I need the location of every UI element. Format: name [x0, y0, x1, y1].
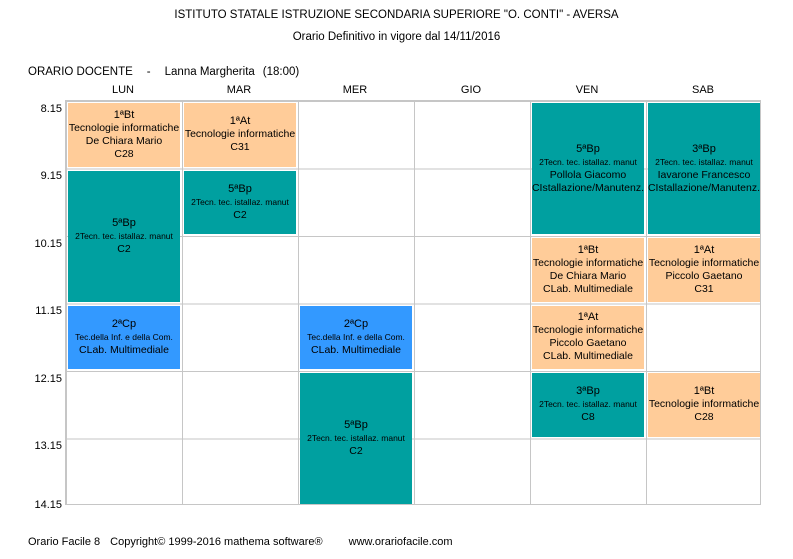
lesson-class: 3ªBp	[576, 385, 600, 398]
lesson-subject: 2Tecn. tec. istallaz. manut	[75, 230, 173, 241]
lesson-class: 2ªCp	[343, 317, 369, 330]
lesson-room: C8	[581, 411, 595, 424]
lesson-room: C2	[233, 208, 247, 221]
lesson-subject: Tecnologie informatiche	[648, 256, 760, 269]
lesson-ven-1215-3bp: 3ªBp 2Tecn. tec. istallaz. manut C8	[532, 373, 644, 437]
lesson-subject: Tec.della Inf. e della Com.	[75, 331, 173, 342]
lesson-teacher: Piccolo Gaetano	[549, 337, 627, 350]
hour-label-12-15: 12.15	[34, 372, 62, 385]
lesson-room: CIstallazione/Manutenz.	[532, 181, 644, 194]
lesson-subject: Tecnologie informatiche	[184, 128, 296, 141]
lesson-mer-1215-5bp: 5ªBp 2Tecn. tec. istallaz. manut C2	[300, 373, 412, 504]
app-name: Orario Facile 8	[28, 536, 101, 548]
lesson-class: 5ªBp	[576, 142, 600, 155]
lesson-subject: Tec.della Inf. e della Com.	[307, 331, 405, 342]
lesson-room: C31	[694, 282, 714, 295]
lesson-teacher: De Chiara Mario	[85, 134, 163, 147]
lesson-lun-1115-2cp: 2ªCp Tec.della Inf. e della Com. CLab. M…	[68, 305, 180, 369]
lesson-class: 5ªBp	[112, 216, 136, 229]
hour-label-11-15: 11.15	[35, 305, 62, 317]
lesson-class: 2ªCp	[111, 317, 137, 330]
lesson-mar-0915-5bp: 5ªBp 2Tecn. tec. istallaz. manut C2	[184, 170, 296, 234]
copyright-text: Copyright© 1999-2016 mathema software®	[110, 536, 323, 548]
lesson-class: 1ªBt	[577, 243, 599, 256]
lesson-teacher: Iavarone Francesco	[657, 168, 751, 181]
lesson-room: C28	[694, 411, 714, 424]
teacher-name: Lanna Margherita	[164, 66, 255, 78]
lesson-ven-1015-1bt: 1ªBt Tecnologie informatiche De Chiara M…	[532, 238, 644, 302]
day-header-gio: GIO	[460, 84, 482, 96]
lesson-room: CLab. Multimediale	[543, 350, 633, 363]
lesson-class: 1ªBt	[693, 385, 715, 398]
lesson-sab-1215-1bt: 1ªBt Tecnologie informatiche C28	[648, 373, 760, 437]
hour-label-13-15: 13.15	[34, 440, 62, 452]
lesson-class: 1ªBt	[113, 108, 135, 121]
lesson-mer-1115-2cp: 2ªCp Tec.della Inf. e della Com. CLab. M…	[300, 305, 412, 369]
schedule-subtitle: Orario Definitivo in vigore dal 14/11/20…	[292, 31, 501, 43]
lesson-teacher: Piccolo Gaetano	[665, 269, 743, 282]
day-header-mer: MER	[342, 84, 368, 96]
lesson-class: 1ªAt	[693, 243, 715, 256]
lesson-subject: Tecnologie informatiche	[648, 398, 760, 411]
hour-label-10-15: 10.15	[34, 237, 62, 250]
lesson-room: CLab. Multimediale	[311, 343, 401, 356]
timetable-grid: 1ªBt Tecnologie informatiche De Chiara M…	[65, 100, 761, 505]
lesson-mar-0815-1at: 1ªAt Tecnologie informatiche C31	[184, 103, 296, 167]
lesson-subject: 2Tecn. tec. istallaz. manut	[191, 196, 289, 207]
lesson-subject: 2Tecn. tec. istallaz. manut	[539, 399, 637, 410]
teacher-bar: ORARIO DOCENTE - Lanna Margherita (18:00)	[28, 66, 299, 78]
lesson-subject: Tecnologie informatiche	[532, 256, 644, 269]
lesson-class: 5ªBp	[228, 182, 252, 195]
day-header-sab: SAB	[691, 84, 714, 96]
hour-label-9-15: 9.15	[40, 170, 62, 182]
lesson-teacher: De Chiara Mario	[549, 269, 627, 282]
lesson-sab-0815-3bp: 3ªBp 2Tecn. tec. istallaz. manut Iavaron…	[648, 103, 760, 234]
lesson-room: CLab. Multimediale	[79, 343, 169, 356]
separator-dash: -	[146, 66, 151, 78]
lesson-lun-0915-5bp: 5ªBp 2Tecn. tec. istallaz. manut C2	[68, 170, 180, 302]
hour-label-14-15: 14.15	[34, 499, 62, 511]
lesson-room: C31	[230, 141, 250, 154]
lesson-subject: 2Tecn. tec. istallaz. manut	[655, 156, 753, 167]
hour-label-8-15: 8.15	[40, 103, 62, 115]
lesson-subject: Tecnologie informatiche	[532, 324, 644, 337]
day-header-row: LUN MAR MER GIO VEN SAB	[65, 84, 761, 96]
lesson-class: 1ªAt	[229, 115, 251, 128]
lesson-lun-0815-1bt: 1ªBt Tecnologie informatiche De Chiara M…	[68, 103, 180, 167]
lesson-room: C2	[117, 242, 131, 255]
lesson-teacher: Pollola Giacomo	[549, 168, 627, 181]
lesson-subject: 2Tecn. tec. istallaz. manut	[539, 156, 637, 167]
lesson-subject: Tecnologie informatiche	[68, 121, 180, 134]
lesson-ven-0815-5bp: 5ªBp 2Tecn. tec. istallaz. manut Pollola…	[532, 103, 644, 234]
lesson-room: CIstallazione/Manutenz.	[648, 181, 760, 194]
footer: Orario Facile 8 Copyright© 1999-2016 math…	[28, 536, 453, 548]
day-header-mar: MAR	[226, 84, 252, 96]
teacher-total-hours: (18:00)	[262, 66, 300, 78]
schedule-type-label: ORARIO DOCENTE	[28, 66, 133, 78]
lesson-room: C28	[114, 147, 134, 160]
day-header-lun: LUN	[111, 84, 134, 96]
school-title: ISTITUTO STATALE ISTRUZIONE SECONDARIA S…	[174, 9, 619, 21]
day-header-ven: VEN	[575, 84, 599, 96]
lesson-class: 5ªBp	[344, 419, 368, 431]
website-link[interactable]: www.orariofacile.com	[348, 536, 453, 548]
lesson-class: 1ªAt	[577, 311, 599, 324]
lesson-subject: 2Tecn. tec. istallaz. manut	[307, 433, 405, 443]
lesson-room: C2	[349, 445, 363, 457]
lesson-class: 3ªBp	[692, 142, 716, 155]
lesson-sab-1015-1at: 1ªAt Tecnologie informatiche Piccolo Gae…	[648, 238, 760, 302]
lesson-ven-1115-1at: 1ªAt Tecnologie informatiche Piccolo Gae…	[532, 305, 644, 369]
lesson-room: CLab. Multimediale	[543, 282, 633, 295]
